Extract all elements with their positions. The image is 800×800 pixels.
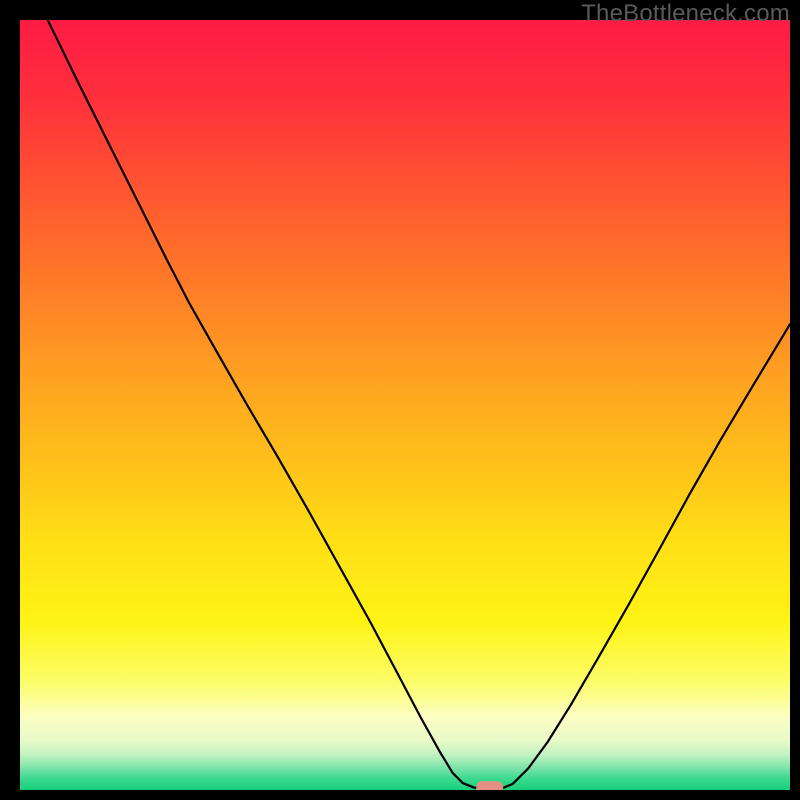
optimal-marker: [476, 781, 503, 790]
watermark-text: TheBottleneck.com: [581, 0, 790, 28]
chart-svg: [20, 20, 790, 790]
bottleneck-chart: [20, 20, 790, 790]
chart-background: [20, 20, 790, 790]
